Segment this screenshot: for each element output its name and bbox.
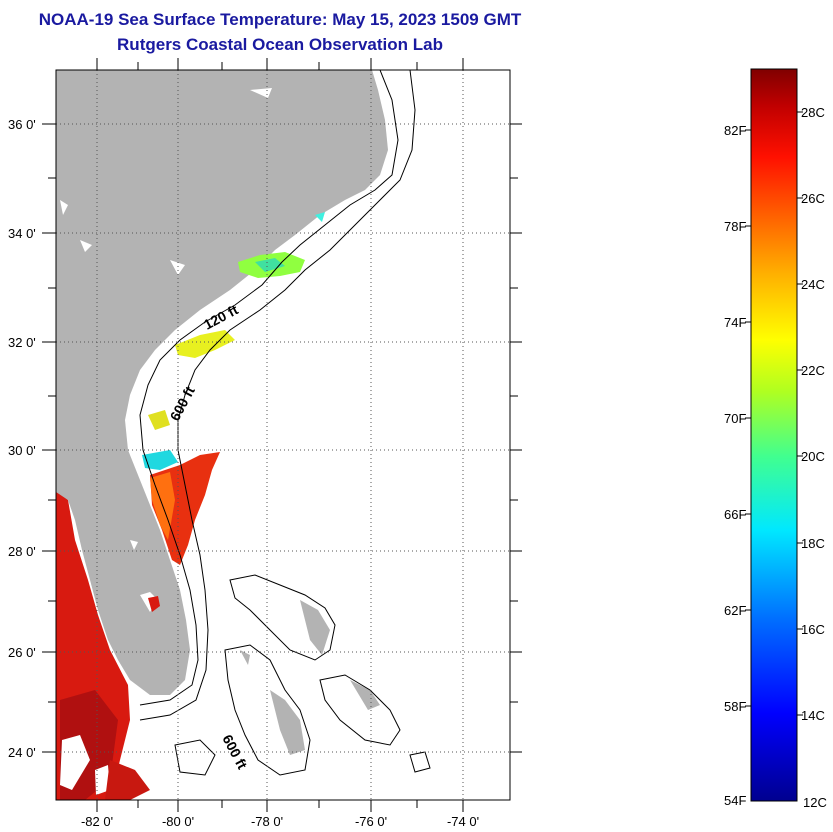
map-title: NOAA-19 Sea Surface Temperature: May 15,…: [38, 10, 522, 29]
colorbar-f-label: 66F: [724, 507, 746, 522]
colorbar-c-label: 12C: [803, 795, 827, 810]
colorbar-c-label: 22C: [801, 363, 825, 378]
colorbar-c-label: 16C: [801, 622, 825, 637]
bahamas-land: [240, 600, 380, 755]
sst-patch-fl-north: [142, 450, 178, 470]
lon-tick-label: -76 0': [355, 814, 387, 829]
colorbar-f-label: 54F: [724, 793, 746, 808]
gulf-clouds: [60, 735, 110, 795]
colorbar-c-label: 24C: [801, 277, 825, 292]
colorbar-c-label: 20C: [801, 449, 825, 464]
lake-okeechobee: [148, 596, 160, 612]
keys-sst-patch: [105, 760, 150, 800]
lon-tick-label: -80 0': [162, 814, 194, 829]
colorbar-f-label: 62F: [724, 603, 746, 618]
sst-patch-ga: [175, 330, 235, 358]
contour-120ft: [139, 70, 399, 706]
lat-tick-label: 36 0': [8, 117, 36, 132]
colorbar-c-label: 26C: [801, 191, 825, 206]
lon-tick-label: -74 0': [447, 814, 479, 829]
colorbar-f-label: 78F: [724, 219, 746, 234]
lon-tick-label: -82 0': [81, 814, 113, 829]
map-subtitle: Rutgers Coastal Ocean Observation Lab: [117, 35, 443, 54]
axis-ticks: [42, 58, 522, 812]
colorbar-ticks: [745, 111, 803, 716]
sst-patch-ga2: [148, 410, 170, 430]
colorbar-c-label: 28C: [801, 105, 825, 120]
land-mainland: [56, 70, 388, 695]
contour-bahamas: [174, 574, 431, 776]
sst-patch-sc-inner: [255, 258, 285, 272]
colorbar-c-label: 18C: [801, 536, 825, 551]
lon-tick-label: -78 0': [251, 814, 283, 829]
lat-tick-label: 30 0': [8, 443, 36, 458]
sst-patch-nc: [315, 212, 325, 222]
colorbar-f-label: 74F: [724, 315, 746, 330]
colorbar-f-label: 82F: [724, 123, 746, 138]
lat-tick-label: 26 0': [8, 645, 36, 660]
map-frame: [55, 69, 511, 801]
lat-tick-label: 24 0': [8, 745, 36, 760]
contour-600ft: [139, 70, 416, 721]
graticule: [56, 70, 510, 800]
lat-tick-label: 34 0': [8, 226, 36, 241]
colorbar-f-label: 58F: [724, 699, 746, 714]
colorbar-f-label: 70F: [724, 411, 746, 426]
lat-tick-label: 28 0': [8, 544, 36, 559]
lat-tick-label: 32 0': [8, 335, 36, 350]
colorbar-c-label: 14C: [801, 708, 825, 723]
colorbar: [750, 68, 798, 802]
